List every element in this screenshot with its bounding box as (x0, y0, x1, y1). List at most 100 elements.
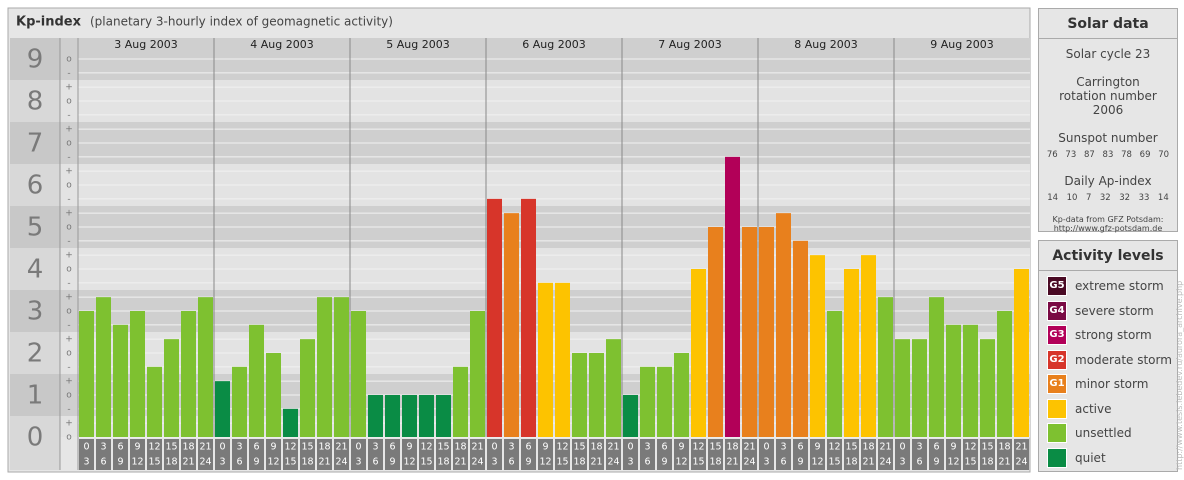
bar (300, 339, 315, 437)
legend-label: moderate storm (1075, 352, 1172, 367)
legend: G5 extreme storm G4 severe storm G3 strong st… (1039, 274, 1177, 470)
hour-end: 24 (607, 457, 619, 468)
bar (742, 227, 757, 437)
hour-end: 3 (491, 457, 497, 468)
legend-code: G2 (1049, 353, 1065, 365)
hour-box (725, 439, 740, 470)
hour-end: 12 (131, 457, 143, 468)
bar (266, 353, 281, 437)
y-tick-label: 5 (27, 213, 44, 243)
band (10, 374, 60, 416)
legend-label: minor storm (1075, 377, 1149, 392)
y-minor-label: o (66, 349, 72, 359)
bar (368, 395, 383, 437)
hour-box (895, 439, 910, 470)
hour-start: 0 (491, 442, 497, 453)
bar (130, 311, 145, 437)
hour-end: 3 (627, 457, 633, 468)
hour-end: 9 (525, 457, 531, 468)
bar (963, 324, 978, 437)
hour-box (368, 439, 383, 470)
bar (895, 339, 910, 437)
day-label: 8 Aug 2003 (794, 38, 857, 51)
hour-end: 24 (471, 457, 483, 468)
day-label: 5 Aug 2003 (386, 38, 449, 51)
hour-box (912, 439, 927, 470)
hour-box (266, 439, 281, 470)
hour-start: 21 (471, 442, 483, 453)
day-label: 6 Aug 2003 (522, 38, 585, 51)
sunspot-value: 70 (1158, 150, 1170, 160)
hour-end: 9 (933, 457, 939, 468)
hour-start: 15 (165, 442, 177, 453)
hour-end: 12 (267, 457, 279, 468)
carrington: Carrington rotation number 2006 (1059, 75, 1157, 117)
legend-label: severe storm (1075, 303, 1154, 318)
y-minor-label: - (67, 362, 70, 372)
source: Kp-data from GFZ Potsdam: (1052, 215, 1164, 224)
hour-end: 24 (743, 457, 755, 468)
hour-box (810, 439, 825, 470)
bar (810, 255, 825, 437)
bar (861, 255, 876, 437)
legend-swatch: G4 (1047, 300, 1067, 321)
hour-end: 12 (811, 457, 823, 468)
band (10, 80, 60, 122)
hour-end: 21 (182, 457, 194, 468)
band (10, 38, 60, 80)
legend-title: Activity levels (1039, 241, 1177, 271)
legend-code: G1 (1049, 378, 1065, 390)
hour-start: 15 (845, 442, 857, 453)
hour-start: 12 (828, 442, 840, 453)
hour-end: 24 (1015, 457, 1027, 468)
y-minor-label: + (65, 419, 73, 429)
chart-subtitle: (planetary 3-hourly index of geomagnetic… (90, 15, 393, 29)
hour-end: 18 (573, 457, 585, 468)
hour-end: 12 (403, 457, 415, 468)
bar (215, 381, 230, 437)
bar (79, 311, 94, 437)
hour-start: 9 (134, 442, 140, 453)
hour-end: 21 (590, 457, 602, 468)
hour-box (538, 439, 553, 470)
y-tick-label: 1 (27, 381, 44, 411)
hour-box (691, 439, 706, 470)
band (10, 332, 60, 374)
bar (198, 297, 213, 437)
y-minor-label: - (67, 68, 70, 78)
hour-box (402, 439, 417, 470)
hour-start: 0 (627, 442, 633, 453)
y-minor-label: - (67, 152, 70, 162)
hour-end: 6 (916, 457, 922, 468)
hour-end: 9 (797, 457, 803, 468)
y-minor-label: + (65, 209, 73, 219)
hour-box (113, 439, 128, 470)
hour-start: 0 (83, 442, 89, 453)
bar (1014, 269, 1029, 437)
hour-start: 18 (998, 442, 1010, 453)
hour-end: 3 (355, 457, 361, 468)
hour-start: 18 (726, 442, 738, 453)
hour-start: 18 (454, 442, 466, 453)
hour-box (708, 439, 723, 470)
y-tick-label: 0 (27, 423, 44, 453)
bar (827, 311, 842, 437)
hour-end: 15 (692, 457, 704, 468)
y-tick-label: 2 (27, 339, 44, 369)
hour-start: 12 (556, 442, 568, 453)
hour-start: 21 (879, 442, 891, 453)
hour-box (79, 439, 94, 470)
hour-start: 12 (420, 442, 432, 453)
hour-box (317, 439, 332, 470)
hour-box (436, 439, 451, 470)
legend-swatch (1047, 447, 1067, 468)
hour-box (521, 439, 536, 470)
bar (487, 198, 502, 437)
y-minor-label: + (65, 167, 73, 177)
y-tick-label: 8 (27, 87, 44, 117)
hour-box (334, 439, 349, 470)
hour-end: 15 (964, 457, 976, 468)
bar (402, 395, 417, 437)
sunspot-value: 69 (1139, 150, 1151, 160)
hour-start: 0 (355, 442, 361, 453)
